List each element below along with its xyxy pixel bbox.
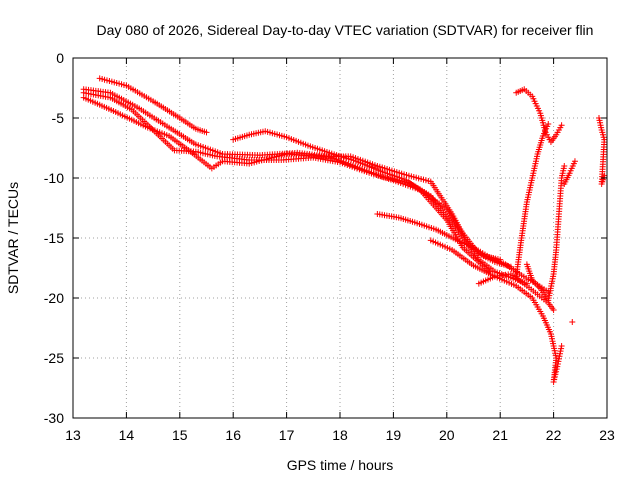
x-tick-label: 19 — [386, 427, 402, 443]
x-tick-label: 20 — [439, 427, 455, 443]
y-tick-label: -15 — [44, 230, 64, 246]
series-track-6 — [374, 211, 552, 295]
x-tick-label: 18 — [332, 427, 348, 443]
data-marker — [203, 129, 210, 136]
data-marker — [558, 122, 565, 129]
grid-lines — [73, 58, 607, 418]
y-axis-label: SDTVAR / TECUs — [5, 182, 21, 294]
data-marker — [552, 371, 559, 378]
data-marker — [553, 368, 560, 375]
data-points — [80, 75, 608, 385]
series-track-1 — [96, 75, 210, 136]
series-track-8 — [475, 271, 557, 313]
chart-title: Day 080 of 2026, Sidereal Day-to-day VTE… — [97, 22, 594, 38]
data-marker — [554, 363, 561, 370]
data-marker — [553, 366, 560, 373]
data-marker — [555, 358, 562, 365]
data-marker — [571, 158, 578, 165]
data-marker — [550, 379, 557, 385]
series-track-3 — [80, 89, 493, 275]
x-tick-label: 21 — [492, 427, 508, 443]
data-marker — [556, 353, 563, 360]
data-marker — [569, 319, 576, 325]
x-tick-label: 16 — [225, 427, 241, 443]
data-marker — [557, 348, 564, 355]
x-axis-label: GPS time / hours — [287, 457, 394, 473]
x-tick-label: 13 — [65, 427, 81, 443]
data-marker — [557, 350, 564, 357]
series-track-11 — [523, 163, 568, 304]
data-marker — [545, 121, 552, 127]
series-track-10 — [513, 121, 552, 280]
tick-labels: 13 14 15 16 17 18 19 20 21 22 23 0 -5 -10 -15 -20 -25 -30 — [44, 50, 615, 443]
y-tick-label: -20 — [44, 290, 64, 306]
x-tick-label: 23 — [599, 427, 615, 443]
x-tick-label: 15 — [172, 427, 188, 443]
series-track-13 — [595, 115, 608, 187]
y-tick-label: -5 — [52, 110, 65, 126]
x-tick-label: 17 — [279, 427, 295, 443]
y-tick-label: -30 — [44, 410, 64, 426]
data-marker — [558, 345, 565, 352]
data-marker — [561, 163, 568, 169]
y-tick-label: -25 — [44, 350, 64, 366]
data-marker — [555, 355, 562, 362]
y-tick-label: -10 — [44, 170, 64, 186]
axis-ticks — [72, 57, 608, 419]
data-marker — [558, 343, 565, 349]
data-marker — [554, 361, 561, 367]
series-track-12 — [561, 158, 578, 325]
x-tick-label: 14 — [119, 427, 135, 443]
x-tick-label: 22 — [546, 427, 562, 443]
data-marker — [550, 307, 557, 313]
data-marker — [551, 376, 558, 383]
data-marker — [551, 373, 558, 380]
y-tick-label: 0 — [56, 50, 64, 66]
